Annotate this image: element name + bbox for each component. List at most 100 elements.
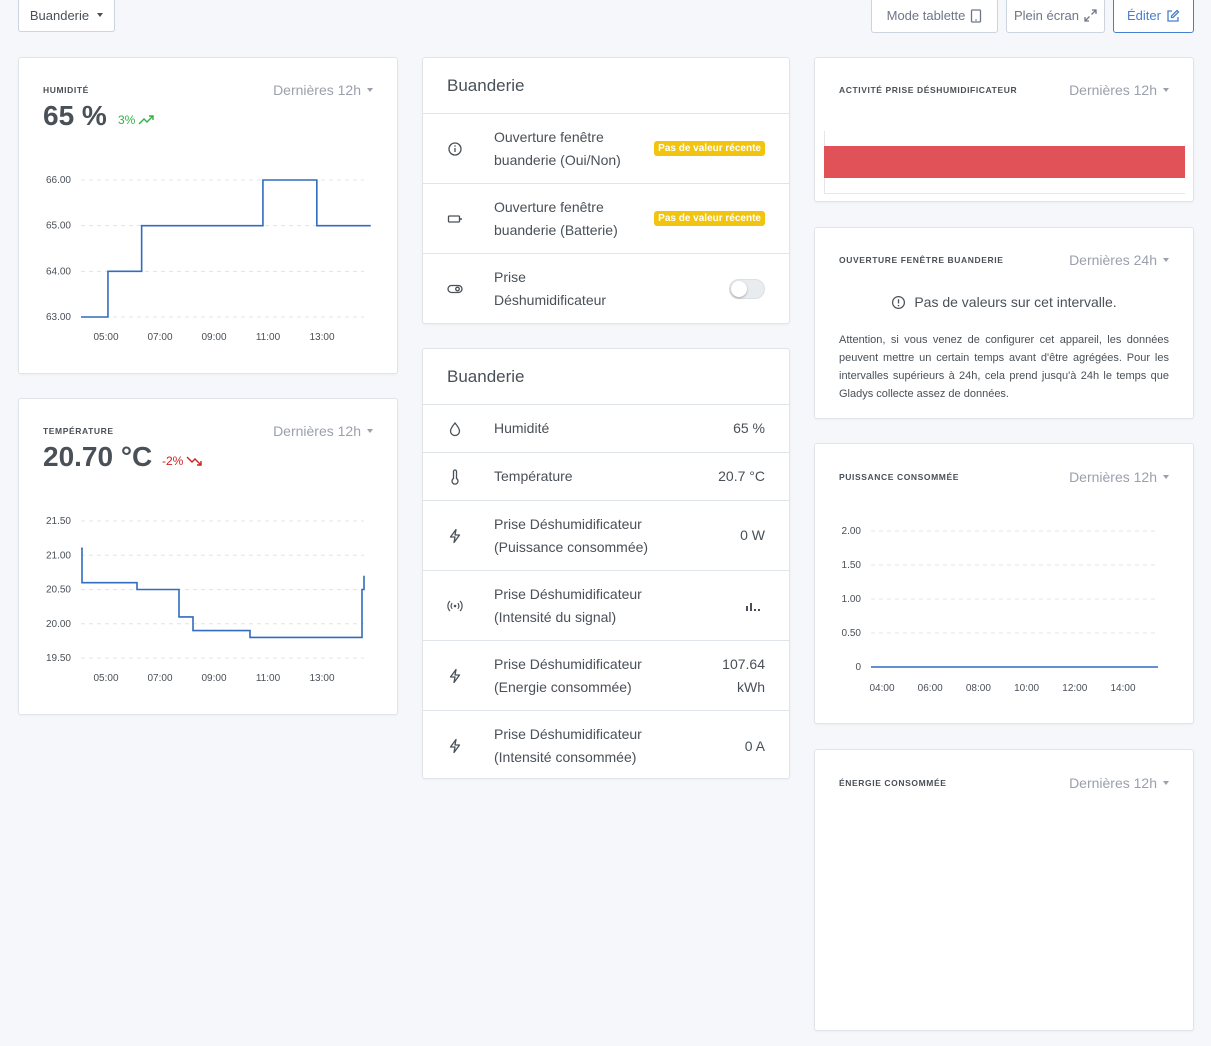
label-line1: Ouverture fenêtre bbox=[494, 198, 604, 215]
device-row-label: Prise Déshumidificateur (Intensité du sig… bbox=[494, 583, 642, 629]
temperature-period-selector[interactable]: Dernières 12h bbox=[273, 423, 373, 439]
battery-icon bbox=[447, 214, 462, 223]
value-line2: kWh bbox=[737, 678, 765, 695]
fullscreen-button[interactable]: Plein écran bbox=[1006, 0, 1105, 33]
lightning-icon bbox=[449, 738, 461, 754]
activity-title: ACTIVITÉ PRISE DÉSHUMIDIFICATEUR bbox=[839, 85, 1018, 95]
device-row-label: Humidité bbox=[494, 420, 550, 436]
humidity-value: 65 % bbox=[43, 100, 107, 131]
device-row-label: Prise Déshumidificateur (Puissance consom… bbox=[494, 513, 648, 559]
y-tick-label: 0.50 bbox=[842, 628, 862, 639]
power-title: PUISSANCE CONSOMMÉE bbox=[839, 472, 960, 482]
y-tick-label: 1.00 bbox=[842, 594, 862, 605]
energy-card: ÉNERGIE CONSOMMÉE Dernières 12h bbox=[814, 749, 1194, 1031]
device-row-label: Température bbox=[494, 468, 573, 484]
y-tick-label: 2.00 bbox=[842, 526, 862, 537]
energy-period-label: Dernières 12h bbox=[1069, 775, 1157, 791]
power-card: PUISSANCE CONSOMMÉE Dernières 12h 2.00 1.… bbox=[814, 443, 1194, 724]
device-row-label: Ouverture fenêtre buanderie (Batterie) bbox=[494, 196, 618, 242]
dehumidifier-toggle[interactable] bbox=[729, 279, 765, 299]
chevron-down-icon bbox=[1163, 88, 1169, 92]
label-line1: Prise bbox=[494, 269, 526, 285]
status-badge: Pas de valeur récente bbox=[654, 141, 765, 156]
power-period-label: Dernières 12h bbox=[1069, 469, 1157, 485]
power-chart: 2.00 1.50 1.00 0.50 0 04:00 06:00 08:00 10:00 12:… bbox=[842, 526, 1158, 694]
humidity-trend-value: 3% bbox=[118, 113, 136, 127]
edit-button[interactable]: Éditer bbox=[1113, 0, 1194, 33]
label-line2: (Puissance consommée) bbox=[494, 538, 649, 555]
humidity-period-selector[interactable]: Dernières 12h bbox=[273, 82, 373, 98]
trending-up-icon bbox=[138, 115, 155, 125]
activity-period-label: Dernières 12h bbox=[1069, 82, 1157, 98]
humidity-series-line bbox=[81, 179, 371, 318]
temperature-value: 20.70 °C bbox=[43, 441, 153, 472]
alert-circle-icon bbox=[892, 295, 906, 309]
chevron-down-icon bbox=[97, 13, 104, 17]
edit-icon bbox=[1167, 9, 1180, 22]
temperature-chart: 21.50 21.00 20.50 20.00 19.50 05:00 07:00 09:00… bbox=[46, 516, 365, 684]
chevron-down-icon bbox=[367, 88, 373, 92]
activity-baseline bbox=[824, 193, 1185, 194]
droplet-icon bbox=[449, 421, 461, 436]
toggle-knob bbox=[731, 281, 747, 297]
device-card-title: Buanderie bbox=[423, 349, 789, 405]
label-line1: Prise Déshumidificateur bbox=[494, 726, 642, 742]
status-badge: Pas de valeur récente bbox=[654, 211, 765, 226]
device-row-label: Prise Déshumidificateur (Energie consommé… bbox=[494, 653, 642, 699]
x-tick-label: 14:00 bbox=[1110, 683, 1135, 694]
lightning-icon bbox=[449, 668, 461, 683]
device-card-title: Buanderie bbox=[423, 58, 789, 114]
x-tick-label: 11:00 bbox=[256, 332, 281, 343]
y-tick-label: 20.50 bbox=[46, 585, 71, 596]
x-tick-label: 09:00 bbox=[201, 673, 226, 684]
label-line2: Déshumidificateur bbox=[494, 292, 607, 308]
device-row: Prise Déshumidificateur (Energie consommé… bbox=[423, 641, 789, 711]
device-row: Humidité 65 % bbox=[423, 405, 789, 453]
label-line1: Ouverture fenêtre bbox=[494, 128, 604, 145]
humidity-title: HUMIDITÉ bbox=[43, 85, 89, 95]
activity-period-selector[interactable]: Dernières 12h bbox=[1069, 82, 1169, 98]
tablet-mode-button[interactable]: Mode tablette bbox=[871, 0, 998, 33]
humidity-chart: 66.00 65.00 64.00 63.00 05:00 07:00 09:00 11:00… bbox=[46, 175, 371, 343]
x-tick-label: 04:00 bbox=[869, 683, 894, 694]
window-card: OUVERTURE FENÊTRE BUANDERIE Dernières 24… bbox=[814, 227, 1194, 419]
power-period-selector[interactable]: Dernières 12h bbox=[1069, 469, 1169, 485]
y-tick-label: 21.50 bbox=[46, 516, 71, 527]
room-selector[interactable]: Buanderie bbox=[18, 0, 115, 32]
energy-period-selector[interactable]: Dernières 12h bbox=[1069, 775, 1169, 791]
device-row-value: 20.7 °C bbox=[718, 468, 765, 484]
device-row: Prise Déshumidificateur (Intensité du sig… bbox=[423, 571, 789, 641]
trending-down-icon bbox=[186, 456, 203, 466]
x-tick-label: 07:00 bbox=[147, 332, 172, 343]
x-tick-label: 06:00 bbox=[918, 683, 943, 694]
edit-label: Éditer bbox=[1127, 8, 1161, 23]
y-tick-label: 63.00 bbox=[46, 312, 71, 323]
y-tick-label: 0 bbox=[855, 662, 861, 673]
device-card-buanderie: Buanderie Ouverture fenêtre buanderie (Ou… bbox=[422, 57, 790, 324]
no-values-text: Pas de valeurs sur cet intervalle. bbox=[914, 294, 1117, 310]
expand-icon bbox=[1084, 9, 1097, 22]
temperature-period-label: Dernières 12h bbox=[273, 423, 361, 439]
no-values-message: Pas de valeurs sur cet intervalle. bbox=[815, 294, 1193, 310]
device-row: Prise Déshumidificateur (Intensité consom… bbox=[423, 711, 789, 778]
device-row: Ouverture fenêtre buanderie (Oui/Non) Pas… bbox=[423, 114, 789, 184]
energy-title: ÉNERGIE CONSOMMÉE bbox=[839, 778, 947, 788]
device-row: Prise Déshumidificateur (Puissance consom… bbox=[423, 501, 789, 571]
window-period-selector[interactable]: Dernières 24h bbox=[1069, 252, 1169, 268]
x-tick-label: 05:00 bbox=[93, 673, 118, 684]
chevron-down-icon bbox=[1163, 781, 1169, 785]
temperature-title: TEMPÉRATURE bbox=[43, 426, 114, 436]
y-tick-label: 20.00 bbox=[46, 619, 71, 630]
device-row: Température 20.7 °C bbox=[423, 453, 789, 501]
humidity-period-label: Dernières 12h bbox=[273, 82, 361, 98]
x-tick-label: 08:00 bbox=[966, 683, 991, 694]
window-note: Attention, si vous venez de configurer c… bbox=[839, 334, 1169, 400]
toggle-icon bbox=[447, 284, 463, 294]
x-tick-label: 13:00 bbox=[309, 673, 334, 684]
temperature-card: TEMPÉRATURE Dernières 12h 20.70 °C -2% 2… bbox=[18, 398, 398, 715]
x-tick-label: 10:00 bbox=[1014, 683, 1039, 694]
humidity-card: HUMIDITÉ Dernières 12h 65 % 3% 66.00 65.0… bbox=[18, 57, 398, 374]
y-tick-label: 19.50 bbox=[46, 653, 71, 664]
lightning-icon bbox=[449, 528, 461, 543]
device-row: Prise Déshumidificateur bbox=[423, 254, 789, 323]
